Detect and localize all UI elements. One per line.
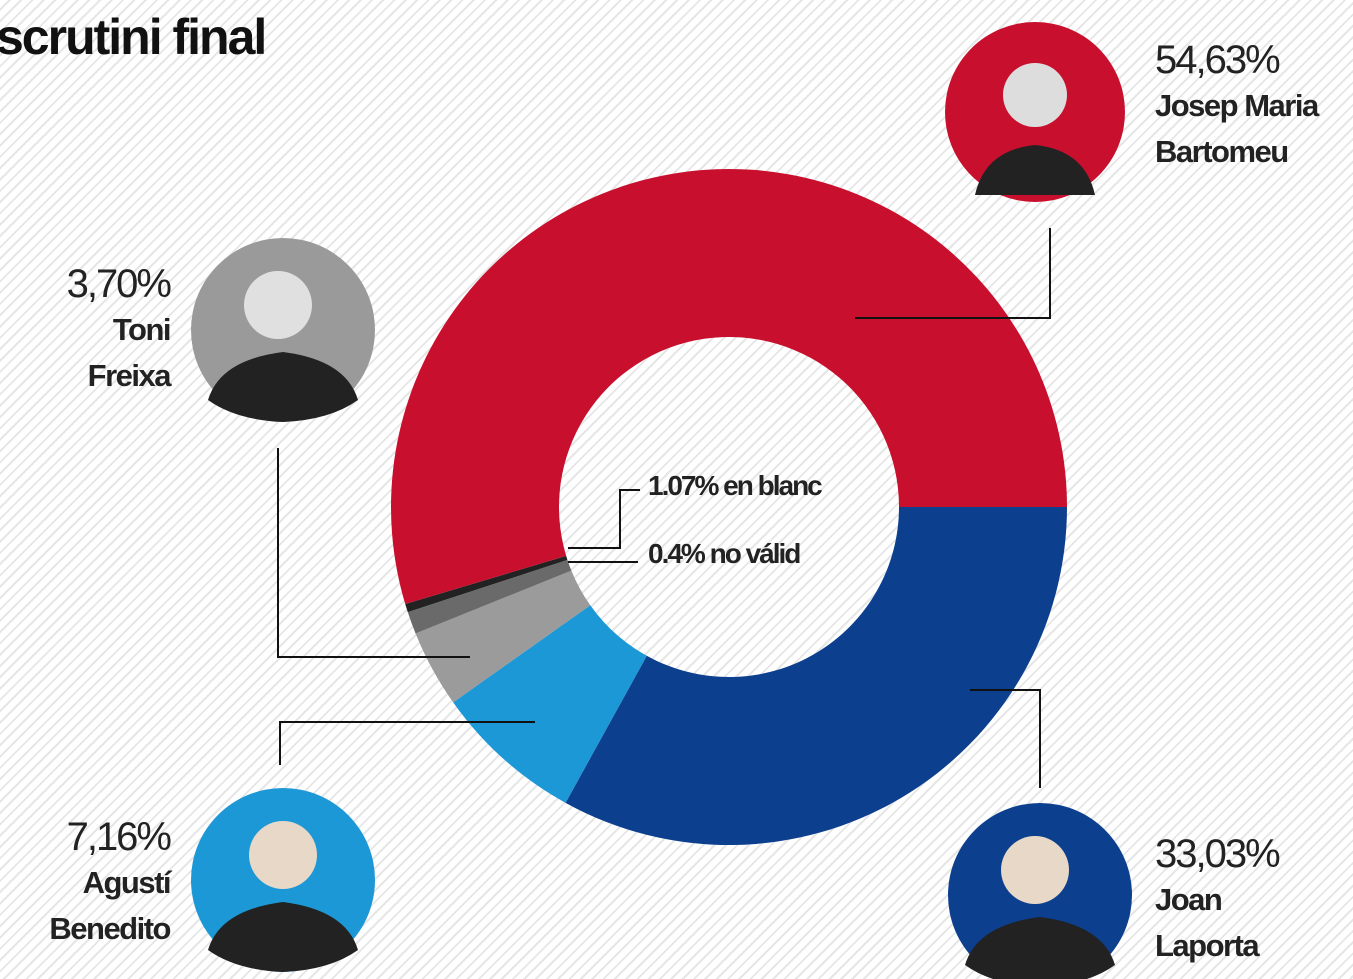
candidate-name: Joan Laporta: [1155, 882, 1260, 963]
donut-segment: [391, 168, 1067, 605]
photo-silhouette: [208, 902, 358, 972]
donut: [391, 168, 1067, 845]
leader-line: [279, 721, 535, 765]
candidate-name: Josep Maria Bartomeu: [1155, 88, 1319, 169]
segment-label: 0.4% no válid: [648, 538, 801, 569]
photo-silhouette: [249, 821, 317, 889]
photo-silhouette: [208, 352, 358, 422]
leader-line: [970, 689, 1041, 788]
chart-title: scrutini final: [0, 9, 267, 65]
candidate-label: 33,03% Joan Laporta: [1155, 832, 1305, 969]
value-label: 7,16%: [66, 815, 172, 859]
leader-line: [277, 448, 470, 658]
photo-silhouette: [244, 271, 312, 339]
donut-segment: [415, 570, 591, 703]
photo-silhouette: [965, 917, 1115, 979]
photo-silhouette: [1001, 836, 1069, 904]
donut-segment: [405, 555, 568, 613]
value-label: 33,03%: [1155, 832, 1281, 876]
photo-silhouette: [975, 145, 1095, 195]
candidate-name: Toni Freixa: [87, 312, 172, 393]
value-label: 54,63%: [1155, 38, 1281, 82]
candidate-label: 3,70% Toni Freixa: [60, 262, 172, 399]
leader-line: [855, 228, 1051, 319]
candidate-label: 7,16% Agustí Benedito: [20, 815, 172, 952]
donut-segment: [565, 507, 1067, 845]
donut-segment: [453, 605, 647, 803]
value-label: 3,70%: [66, 262, 172, 306]
candidate-name: Agustí Benedito: [49, 865, 171, 946]
candidate-label: 54,63% Josep Maria Bartomeu: [1155, 38, 1353, 175]
segment-label: 1.07% en blanc: [648, 470, 823, 501]
leader-line: [568, 489, 640, 549]
donut-segment: [407, 559, 572, 634]
photo-silhouette: [1003, 63, 1067, 127]
